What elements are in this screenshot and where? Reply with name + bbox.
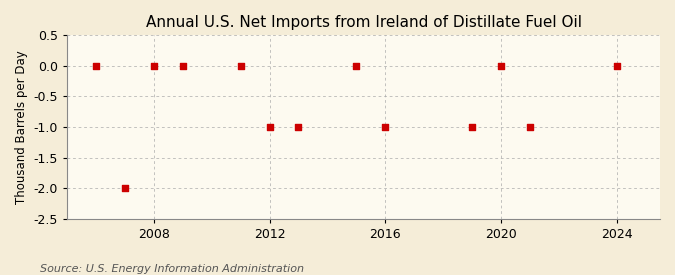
Point (524, 125, 535, 129)
Y-axis label: Thousand Barrels per Day: Thousand Barrels per Day (15, 50, 28, 204)
Point (466, 125, 477, 129)
Point (119, 186, 130, 190)
Point (612, 64, 622, 68)
Point (90, 64, 101, 68)
Point (264, 125, 275, 129)
Point (178, 64, 188, 68)
Point (351, 64, 362, 68)
Point (235, 64, 246, 68)
Text: Source: U.S. Energy Information Administration: Source: U.S. Energy Information Administ… (40, 264, 304, 274)
Title: Annual U.S. Net Imports from Ireland of Distillate Fuel Oil: Annual U.S. Net Imports from Ireland of … (146, 15, 582, 30)
Point (148, 64, 159, 68)
Point (380, 125, 391, 129)
Point (293, 125, 304, 129)
Point (495, 64, 506, 68)
